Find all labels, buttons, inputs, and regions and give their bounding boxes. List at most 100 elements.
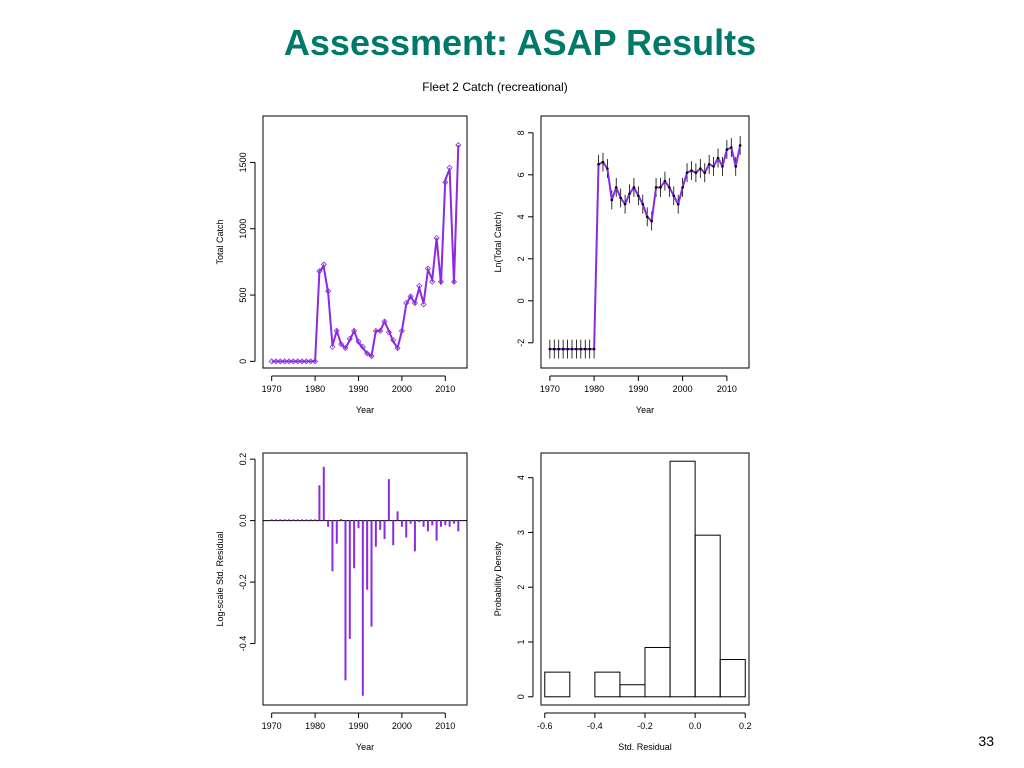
catch-point (429, 278, 436, 285)
y-tick-label: 4 (516, 214, 526, 219)
x-tick-label: 1970 (262, 721, 282, 731)
x-tick-label: 1980 (584, 384, 604, 394)
catch-point (433, 234, 440, 242)
catch-point (364, 350, 371, 357)
catch-point (342, 345, 349, 352)
ln-catch-point (637, 194, 640, 198)
catch-point (338, 341, 345, 348)
catch-point (377, 327, 384, 334)
y-tick-label: -0.4 (238, 636, 248, 652)
plot-frame-3 (262, 452, 468, 706)
ln-catch-point (685, 171, 689, 174)
catch-point (307, 358, 314, 365)
catch-point (325, 288, 332, 295)
ln-catch-point (725, 148, 729, 151)
ln-catch-point (628, 192, 631, 195)
ln-catch-point (575, 347, 578, 351)
catch-point (403, 299, 410, 307)
catch-point (407, 293, 414, 300)
ln-catch-point (668, 186, 671, 189)
y-tick-label: 2 (516, 585, 526, 590)
catch-point (442, 179, 449, 186)
catch-point (303, 358, 310, 365)
x-tick-label: 2000 (392, 721, 412, 731)
ln-catch-point (606, 167, 609, 170)
ln-catch-point (570, 347, 574, 351)
catch-point (437, 278, 445, 285)
y-tick-label: 1 (516, 639, 526, 644)
ln-catch-point (734, 165, 738, 168)
y-tick-label: 6 (516, 172, 526, 177)
ln-catch-point (632, 186, 636, 189)
x-tick-label: 2010 (435, 721, 455, 731)
y-tick-label: 0 (516, 694, 526, 699)
y-axis-label: Probability Density (493, 541, 503, 616)
ln-catch-point (654, 186, 658, 189)
catch-point (298, 358, 306, 365)
y-axis-label: Log-scale Std. Residual (215, 531, 225, 626)
x-tick-label: 1970 (540, 384, 560, 394)
ln-catch-point (663, 179, 667, 183)
y-tick-label: 3 (516, 530, 526, 535)
catch-point (381, 318, 388, 325)
histogram-bar (544, 671, 571, 698)
catch-point (368, 352, 375, 360)
x-tick-label: 1990 (348, 384, 368, 394)
ln-catch-point (681, 186, 684, 189)
catch-point (320, 261, 327, 268)
catch-point (272, 358, 280, 365)
ln-catch-point (588, 347, 591, 351)
ln-catch-point (738, 144, 742, 147)
x-tick-label: 1990 (628, 384, 648, 394)
catch-point (316, 268, 323, 275)
x-tick-label: 2010 (717, 384, 737, 394)
catch-point (329, 343, 336, 350)
ln-catch-point (557, 347, 561, 351)
ln-catch-point (716, 156, 720, 160)
x-axis-label: Std. Residual (618, 742, 672, 752)
catch-point (385, 329, 392, 336)
ln-catch-point (641, 202, 645, 206)
catch-point (268, 358, 275, 365)
ln-catch-point (699, 167, 702, 170)
catch-point (372, 327, 379, 334)
catch-point (294, 358, 301, 365)
page-number: 33 (978, 733, 994, 749)
catch-point (277, 358, 284, 365)
figure-title: Fleet 2 Catch (recreational) (422, 80, 568, 94)
x-tick-label: 2000 (673, 384, 693, 394)
x-tick-label: 1970 (262, 384, 282, 394)
y-tick-label: 0.2 (238, 453, 248, 466)
plot-frame-4 (540, 452, 750, 706)
y-tick-label: 1500 (238, 152, 248, 172)
x-tick-label: 0.2 (739, 721, 752, 731)
ln-catch-point (619, 196, 622, 200)
catch-point (420, 301, 427, 308)
y-tick-label: 1000 (238, 219, 248, 239)
ln-catch-point (548, 347, 552, 351)
catch-point (351, 327, 358, 334)
y-tick-label: -0.2 (238, 574, 248, 590)
ln-catch-point (690, 169, 693, 172)
x-tick-label: 1980 (305, 384, 325, 394)
x-tick-label: 2010 (435, 384, 455, 394)
histogram-bar (719, 659, 746, 698)
ln-catch-point (614, 186, 618, 189)
y-tick-label: 0 (238, 359, 248, 364)
catch-point (290, 358, 297, 365)
plot-frame-2 (540, 115, 750, 369)
catch-series-line-1 (271, 145, 460, 363)
histogram-bar (669, 460, 696, 698)
ln-catch-point (694, 171, 698, 174)
x-tick-label: 1990 (348, 721, 368, 731)
catch-point (285, 358, 293, 365)
histogram-bar (594, 671, 621, 698)
ln-catch-point (721, 165, 724, 168)
x-tick-label: -0.4 (587, 721, 603, 731)
x-axis-label: Year (356, 742, 374, 752)
catch-point (455, 142, 462, 149)
catch-series-line-2 (271, 145, 459, 362)
ln-catch-point (645, 215, 649, 219)
ln-catch-point (597, 163, 600, 166)
